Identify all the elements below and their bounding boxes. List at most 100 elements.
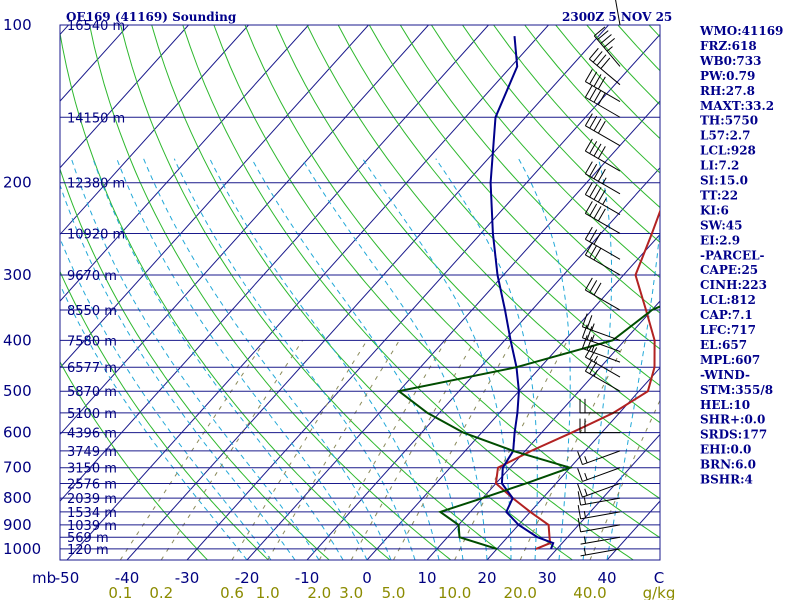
dewpoint-profile — [396, 305, 660, 550]
stat-line: KI:6 — [700, 203, 729, 217]
wind-barb-staff — [589, 58, 621, 86]
moist-adiabat-line — [209, 158, 440, 560]
wind-barb-feather — [577, 451, 583, 465]
height-label: 9670 m — [67, 269, 117, 284]
wind-barb-staff — [580, 524, 621, 533]
temperature-tick-label: -50 — [55, 569, 80, 587]
wind-barb-feather — [589, 203, 598, 217]
stat-line: FRZ:618 — [700, 39, 757, 53]
dry-adiabat-line — [275, 25, 660, 461]
dry-adiabat-line — [337, 25, 660, 387]
wind-barb-staff — [582, 467, 621, 482]
dry-adiabat-line — [60, 360, 208, 560]
wind-barb-feather — [593, 231, 602, 245]
dry-adiabat-line — [244, 25, 660, 500]
mixing-ratio-label: 40.0 — [573, 584, 606, 600]
moist-adiabat-line — [606, 224, 660, 560]
wind-barb-feather — [596, 54, 607, 66]
wind-barb-feather — [586, 315, 593, 329]
sounding-time: 2300Z 5 NOV 25 — [562, 10, 672, 24]
pressure-tick-label: 600 — [3, 424, 32, 442]
wind-barb-staff — [585, 81, 621, 102]
stat-line: LI:7.2 — [700, 159, 739, 173]
height-label: 14150 m — [67, 111, 125, 126]
temperature-unit-label: C — [654, 569, 664, 587]
wind-barb-feather — [597, 30, 609, 41]
temperature-tick-label: -10 — [295, 569, 320, 587]
wind-barb — [581, 313, 621, 341]
wind-barb-feather — [588, 47, 599, 60]
dry-adiabat-line — [430, 25, 660, 279]
mixing-ratio-label: 20.0 — [504, 584, 537, 600]
height-label: 16540 m — [67, 19, 125, 34]
mixing-ratio-label: 3.0 — [339, 584, 363, 600]
wind-barb-feather — [589, 245, 598, 258]
wind-barb — [581, 324, 621, 352]
wind-barb-staff — [585, 125, 621, 147]
stat-line: L57:2.7 — [700, 129, 750, 143]
height-label: 1039 m — [67, 519, 117, 534]
moist-adiabat-line — [92, 158, 344, 560]
wind-barb-feather — [597, 208, 606, 222]
height-label: 569 m — [67, 531, 109, 546]
isotherm-line — [60, 25, 429, 435]
height-label: 8550 m — [67, 304, 117, 319]
temperature-tick-label: -30 — [175, 569, 200, 587]
dry-adiabat-line — [368, 25, 660, 350]
mixing-ratio-line — [589, 399, 660, 560]
wind-barb-staff — [585, 370, 621, 392]
wind-barb-staff — [615, 0, 621, 26]
height-label: 5870 m — [67, 385, 117, 400]
wind-barb — [577, 517, 621, 533]
wind-barb-feather — [589, 163, 598, 177]
dry-adiabat-line — [89, 25, 452, 560]
height-label: 5100 m — [67, 407, 117, 422]
stat-line: BRN:6.0 — [700, 458, 756, 472]
wind-barb-feather — [593, 89, 602, 103]
wind-barb-half-feather — [584, 456, 588, 464]
moist-adiabat-line — [143, 158, 392, 560]
pressure-tick-label: 1000 — [3, 540, 41, 558]
dry-adiabat-line — [182, 25, 634, 560]
wind-barb-half-feather — [584, 488, 588, 496]
mixing-ratio-label: 0.2 — [149, 584, 173, 600]
wind-barb — [577, 491, 621, 506]
wind-barb-half-feather — [602, 198, 607, 205]
wind-barb-staff — [585, 238, 621, 260]
wind-barb-feather — [593, 74, 602, 87]
wind-barb-feather — [584, 69, 593, 82]
wind-barb — [577, 450, 621, 466]
isotherm-line — [60, 25, 189, 169]
wind-barb-feather — [584, 161, 593, 175]
wind-barb-feather — [597, 76, 606, 90]
wind-barb-staff — [585, 96, 621, 118]
wind-barb-feather — [593, 187, 602, 200]
wind-barb — [584, 84, 621, 118]
isobar-lines — [59, 24, 661, 561]
temperature-tick-label: 10 — [417, 569, 436, 587]
stats-panel: WMO:41169FRZ:618WB0:733PW:0.79RH:27.8MAX… — [699, 24, 783, 487]
mixing-ratio-line — [160, 340, 304, 560]
wind-barb-feather — [589, 229, 598, 243]
stat-line: STM:355/8 — [700, 383, 773, 397]
wind-barb-feather — [577, 517, 582, 532]
wind-barb — [584, 182, 621, 215]
stat-line: -WIND- — [700, 368, 750, 382]
dry-adiabat-line — [773, 25, 800, 560]
isotherm-line — [486, 367, 660, 560]
isotherm-line — [126, 25, 609, 560]
wind-barb-feather — [597, 168, 606, 182]
wind-barb-feather — [589, 141, 598, 154]
wind-barb-half-feather — [591, 334, 595, 342]
moist-adiabat-line — [116, 158, 368, 560]
dry-adiabat-line — [213, 25, 660, 539]
stat-line: WMO:41169 — [699, 24, 783, 38]
wind-barb-feather — [593, 282, 602, 296]
temperature-tick-label: 30 — [537, 569, 556, 587]
wind-barb-feather — [603, 37, 615, 48]
wind-barb-feather — [577, 504, 582, 519]
wind-barb-feather — [581, 335, 588, 349]
wind-barb — [584, 277, 621, 311]
